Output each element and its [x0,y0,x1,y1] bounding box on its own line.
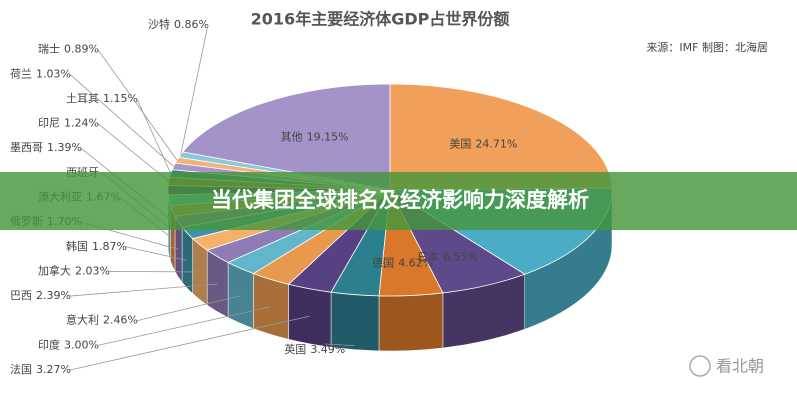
value-label: 19.15% [307,131,349,144]
category-label: 德国 [372,255,394,269]
category-label: 墨西哥 [10,141,43,154]
leader-line [97,49,178,161]
slice-label: 其他 19.15% [281,131,349,144]
category-label: 法国 [10,362,32,376]
value-label: 1.87% [92,240,127,253]
category-label: 印度 [38,337,60,351]
value-label: 2.03% [75,264,110,277]
leader-line [108,271,200,273]
source-note: 来源：IMF 制图：北海居 [646,40,768,54]
slice-label: 沙特 0.86% [148,17,209,31]
slice-label: 日本 6.55% [417,249,478,263]
slice-label: 美国 24.71% [449,138,517,151]
slice-side [288,283,332,348]
slice-label: 瑞士 0.89% [38,42,99,56]
value-label: 6.55% [443,250,478,263]
value-label: 1.15% [103,92,138,105]
leader-line [69,315,310,371]
category-label: 美国 [449,138,471,151]
leader-line [324,343,355,347]
slice-label: 韩国 1.87% [66,239,127,253]
leader-line [97,123,169,182]
slice-label: 墨西哥 1.39% [10,141,82,154]
value-label: 1.03% [36,67,71,80]
slice-label: 荷兰 1.03% [10,67,71,80]
value-label: 2.46% [103,314,138,327]
slice-side [378,292,444,352]
leader-line [125,246,188,261]
slice-label: 印度 3.00% [38,337,99,351]
value-label: 0.86% [174,18,209,31]
value-label: 3.00% [64,338,99,351]
slice-label: 德国 4.62% [372,255,433,269]
category-label: 英国 [284,342,306,356]
category-label: 沙特 [148,17,170,31]
category-label: 其他 [281,131,303,144]
value-label: 2.39% [36,289,71,302]
watermark-icon [689,355,711,377]
leader-line [69,73,174,167]
leader-line [69,283,218,297]
value-label: 3.49% [310,343,345,356]
slice-label: 英国 3.49% [284,342,345,356]
slice-label: 印尼 1.24% [38,117,99,130]
slice-label: 法国 3.27% [10,362,71,376]
value-label: 1.24% [64,117,99,130]
value-label: 3.27% [36,363,71,376]
category-label: 韩国 [66,239,88,253]
leader-line [97,306,271,346]
value-label: 24.71% [475,138,517,151]
category-label: 加拿大 [38,263,71,277]
leader-line [180,24,209,155]
value-label: 0.89% [64,43,99,56]
value-label: 1.39% [47,141,82,154]
leader-line [136,295,241,322]
chart-title: 2016年主要经济体GDP占世界份额 [251,10,510,29]
slice-side [253,273,289,340]
category-label: 瑞士 [38,42,60,56]
slice-label: 土耳其 1.15% [66,92,138,105]
banner-title: 当代集团全球排名及经济影响力深度解析 [211,188,589,212]
category-label: 巴西 [10,289,32,302]
category-label: 土耳其 [66,92,99,105]
category-label: 荷兰 [10,67,32,80]
slice-label: 加拿大 2.03% [38,263,110,277]
category-label: 日本 [417,249,439,263]
category-label: 意大利 [66,313,99,327]
slice-label: 意大利 2.46% [66,313,138,327]
value-label: 4.62% [398,256,433,269]
banner-band [0,172,797,230]
slice-label: 巴西 2.39% [10,289,71,302]
pie-slice [182,83,391,191]
category-label: 印尼 [38,117,60,130]
pie-slice [389,83,613,191]
watermark: 看北朝 [716,357,764,376]
